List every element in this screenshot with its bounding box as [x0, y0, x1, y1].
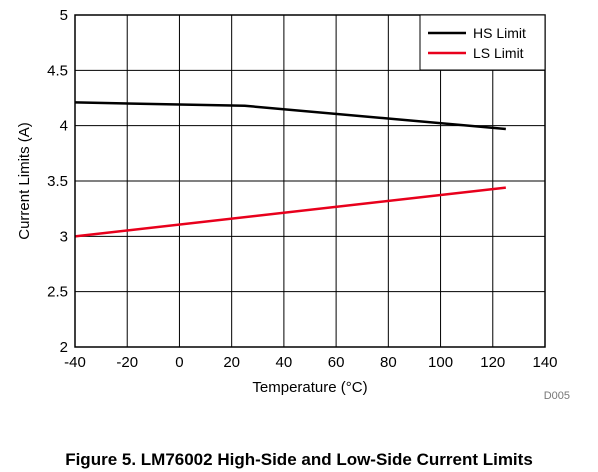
y-tick-label: 5: [60, 7, 68, 24]
legend-label: HS Limit: [473, 25, 526, 41]
series-line-hs-limit: [74, 101, 506, 131]
y-tick-label: 3.5: [47, 173, 68, 190]
x-tick-label: 120: [480, 354, 505, 371]
figure-id: D005: [544, 390, 570, 402]
x-tick-labels: -40 -20 0 20 40 60 80 100 120 140: [64, 354, 557, 371]
series-lines: [74, 101, 506, 238]
figure-caption: Figure 5. LM76002 High-Side and Low-Side…: [65, 450, 533, 469]
y-tick-label: 2: [60, 339, 68, 356]
x-tick-label: 80: [380, 354, 397, 371]
legend-box: [419, 14, 546, 71]
y-axis-label: Current Limits (A): [16, 122, 33, 240]
x-tick-label: -40: [64, 354, 86, 371]
x-tick-label: 40: [276, 354, 293, 371]
y-tick-label: 4.5: [47, 62, 68, 79]
x-axis-label: Temperature (°C): [252, 379, 367, 396]
x-tick-label: 140: [532, 354, 557, 371]
legend: HS Limit LS Limit: [419, 14, 546, 71]
x-tick-label: 0: [175, 354, 183, 371]
x-tick-label: -20: [116, 354, 138, 371]
plot-frame: [74, 14, 546, 348]
series-line-ls-limit: [74, 186, 506, 238]
y-tick-label: 2.5: [47, 284, 68, 301]
y-tick-label: 4: [60, 118, 68, 135]
x-tick-label: 20: [223, 354, 240, 371]
y-tick-label: 3: [60, 228, 68, 245]
current-limit-chart: -40 -20 0 20 40 60 80 100 120 140 2 2.5 3 3.5 4 4.5 5 T…: [16, 7, 570, 402]
legend-label: LS Limit: [473, 45, 524, 61]
y-tick-labels: 2 2.5 3 3.5 4 4.5 5: [47, 7, 68, 356]
x-tick-label: 100: [428, 354, 453, 371]
x-tick-label: 60: [328, 354, 345, 371]
